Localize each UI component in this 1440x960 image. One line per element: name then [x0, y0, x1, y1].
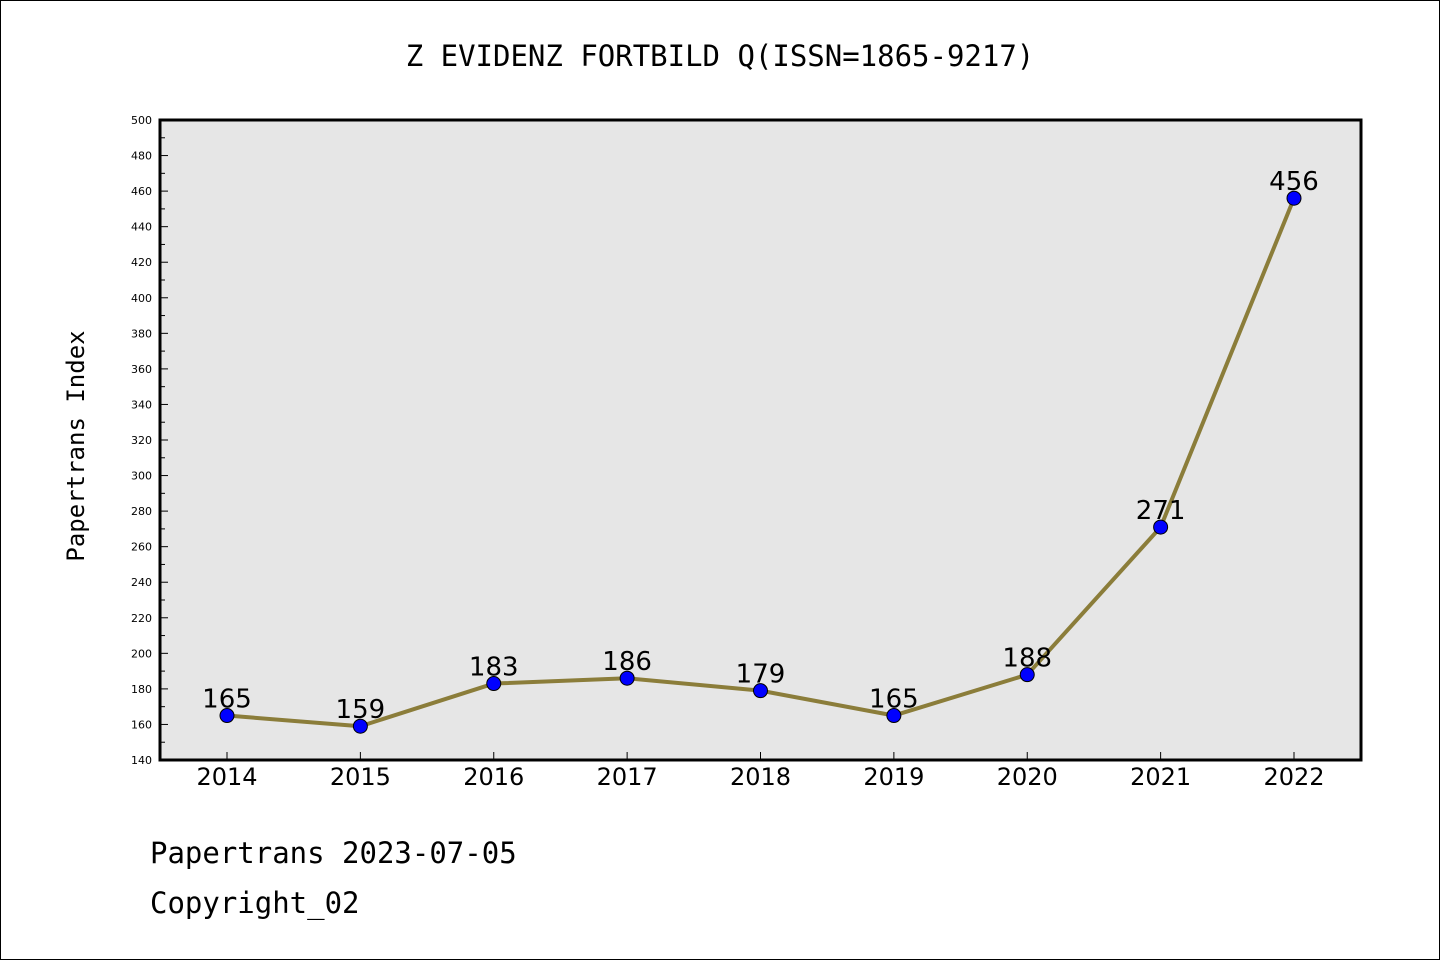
x-tick-label: 2017: [597, 763, 658, 791]
data-label: 179: [736, 660, 786, 690]
data-point: [619, 670, 635, 686]
y-tick-label: 420: [131, 256, 152, 269]
x-tick-label: 2018: [730, 763, 791, 791]
data-labels: 165 159 183 186 179 165 188 271 456: [202, 167, 1319, 725]
data-label: 159: [336, 695, 386, 725]
data-label: 183: [469, 653, 519, 683]
y-tick-label: 340: [131, 398, 152, 411]
x-tick-label: 2021: [1130, 763, 1191, 791]
data-point: [1153, 519, 1169, 535]
x-tick-label: 2020: [997, 763, 1058, 791]
data-point: [219, 708, 235, 724]
data-label: 188: [1002, 644, 1052, 674]
y-tick-label: 200: [131, 647, 152, 660]
y-tick-label: 280: [131, 505, 152, 518]
x-tick-label: 2019: [863, 763, 924, 791]
y-tick-label: 260: [131, 541, 152, 554]
y-tick-label: 140: [131, 754, 152, 767]
y-tick-label: 300: [131, 470, 152, 483]
y-tick-label: 160: [131, 718, 152, 731]
data-label: 271: [1136, 496, 1186, 526]
y-axis: 140 160 180 200 220 240 260 280 300 320 340 360 380 4…: [131, 114, 168, 767]
y-tick-label: 240: [131, 576, 152, 589]
x-tick-label: 2014: [196, 763, 257, 791]
y-tick-label: 480: [131, 150, 152, 163]
data-label: 165: [869, 685, 919, 715]
x-tick-label: 2015: [330, 763, 391, 791]
y-tick-label: 400: [131, 292, 152, 305]
data-point: [352, 718, 368, 734]
data-label: 186: [602, 647, 652, 677]
y-tick-label: 460: [131, 185, 152, 198]
y-tick-label: 500: [131, 114, 152, 127]
y-tick-label: 180: [131, 683, 152, 696]
x-tick-label: 2022: [1263, 763, 1324, 791]
y-tick-label: 440: [131, 221, 152, 234]
y-tick-label: 380: [131, 327, 152, 340]
chart-title: Z EVIDENZ FORTBILD Q(ISSN=1865-9217): [406, 39, 1035, 73]
data-point: [886, 708, 902, 724]
data-point: [1286, 190, 1302, 206]
y-axis-label: Papertrans Index: [62, 330, 90, 561]
x-axis: 2014 2015 2016 2017 2018 2019 2020 2021 2022: [196, 752, 1325, 791]
data-point: [1019, 667, 1035, 683]
footer-copyright: Copyright_02: [150, 886, 360, 920]
x-tick-label: 2016: [463, 763, 524, 791]
y-tick-label: 220: [131, 612, 152, 625]
plot-area: [158, 118, 1363, 762]
footer-date: Papertrans 2023-07-05: [150, 836, 517, 870]
y-tick-label: 360: [131, 363, 152, 376]
data-point: [486, 676, 502, 692]
series-markers: [219, 190, 1302, 734]
y-tick-label: 320: [131, 434, 152, 447]
data-label: 165: [202, 685, 252, 715]
data-label: 456: [1269, 167, 1319, 197]
data-point: [753, 683, 768, 699]
